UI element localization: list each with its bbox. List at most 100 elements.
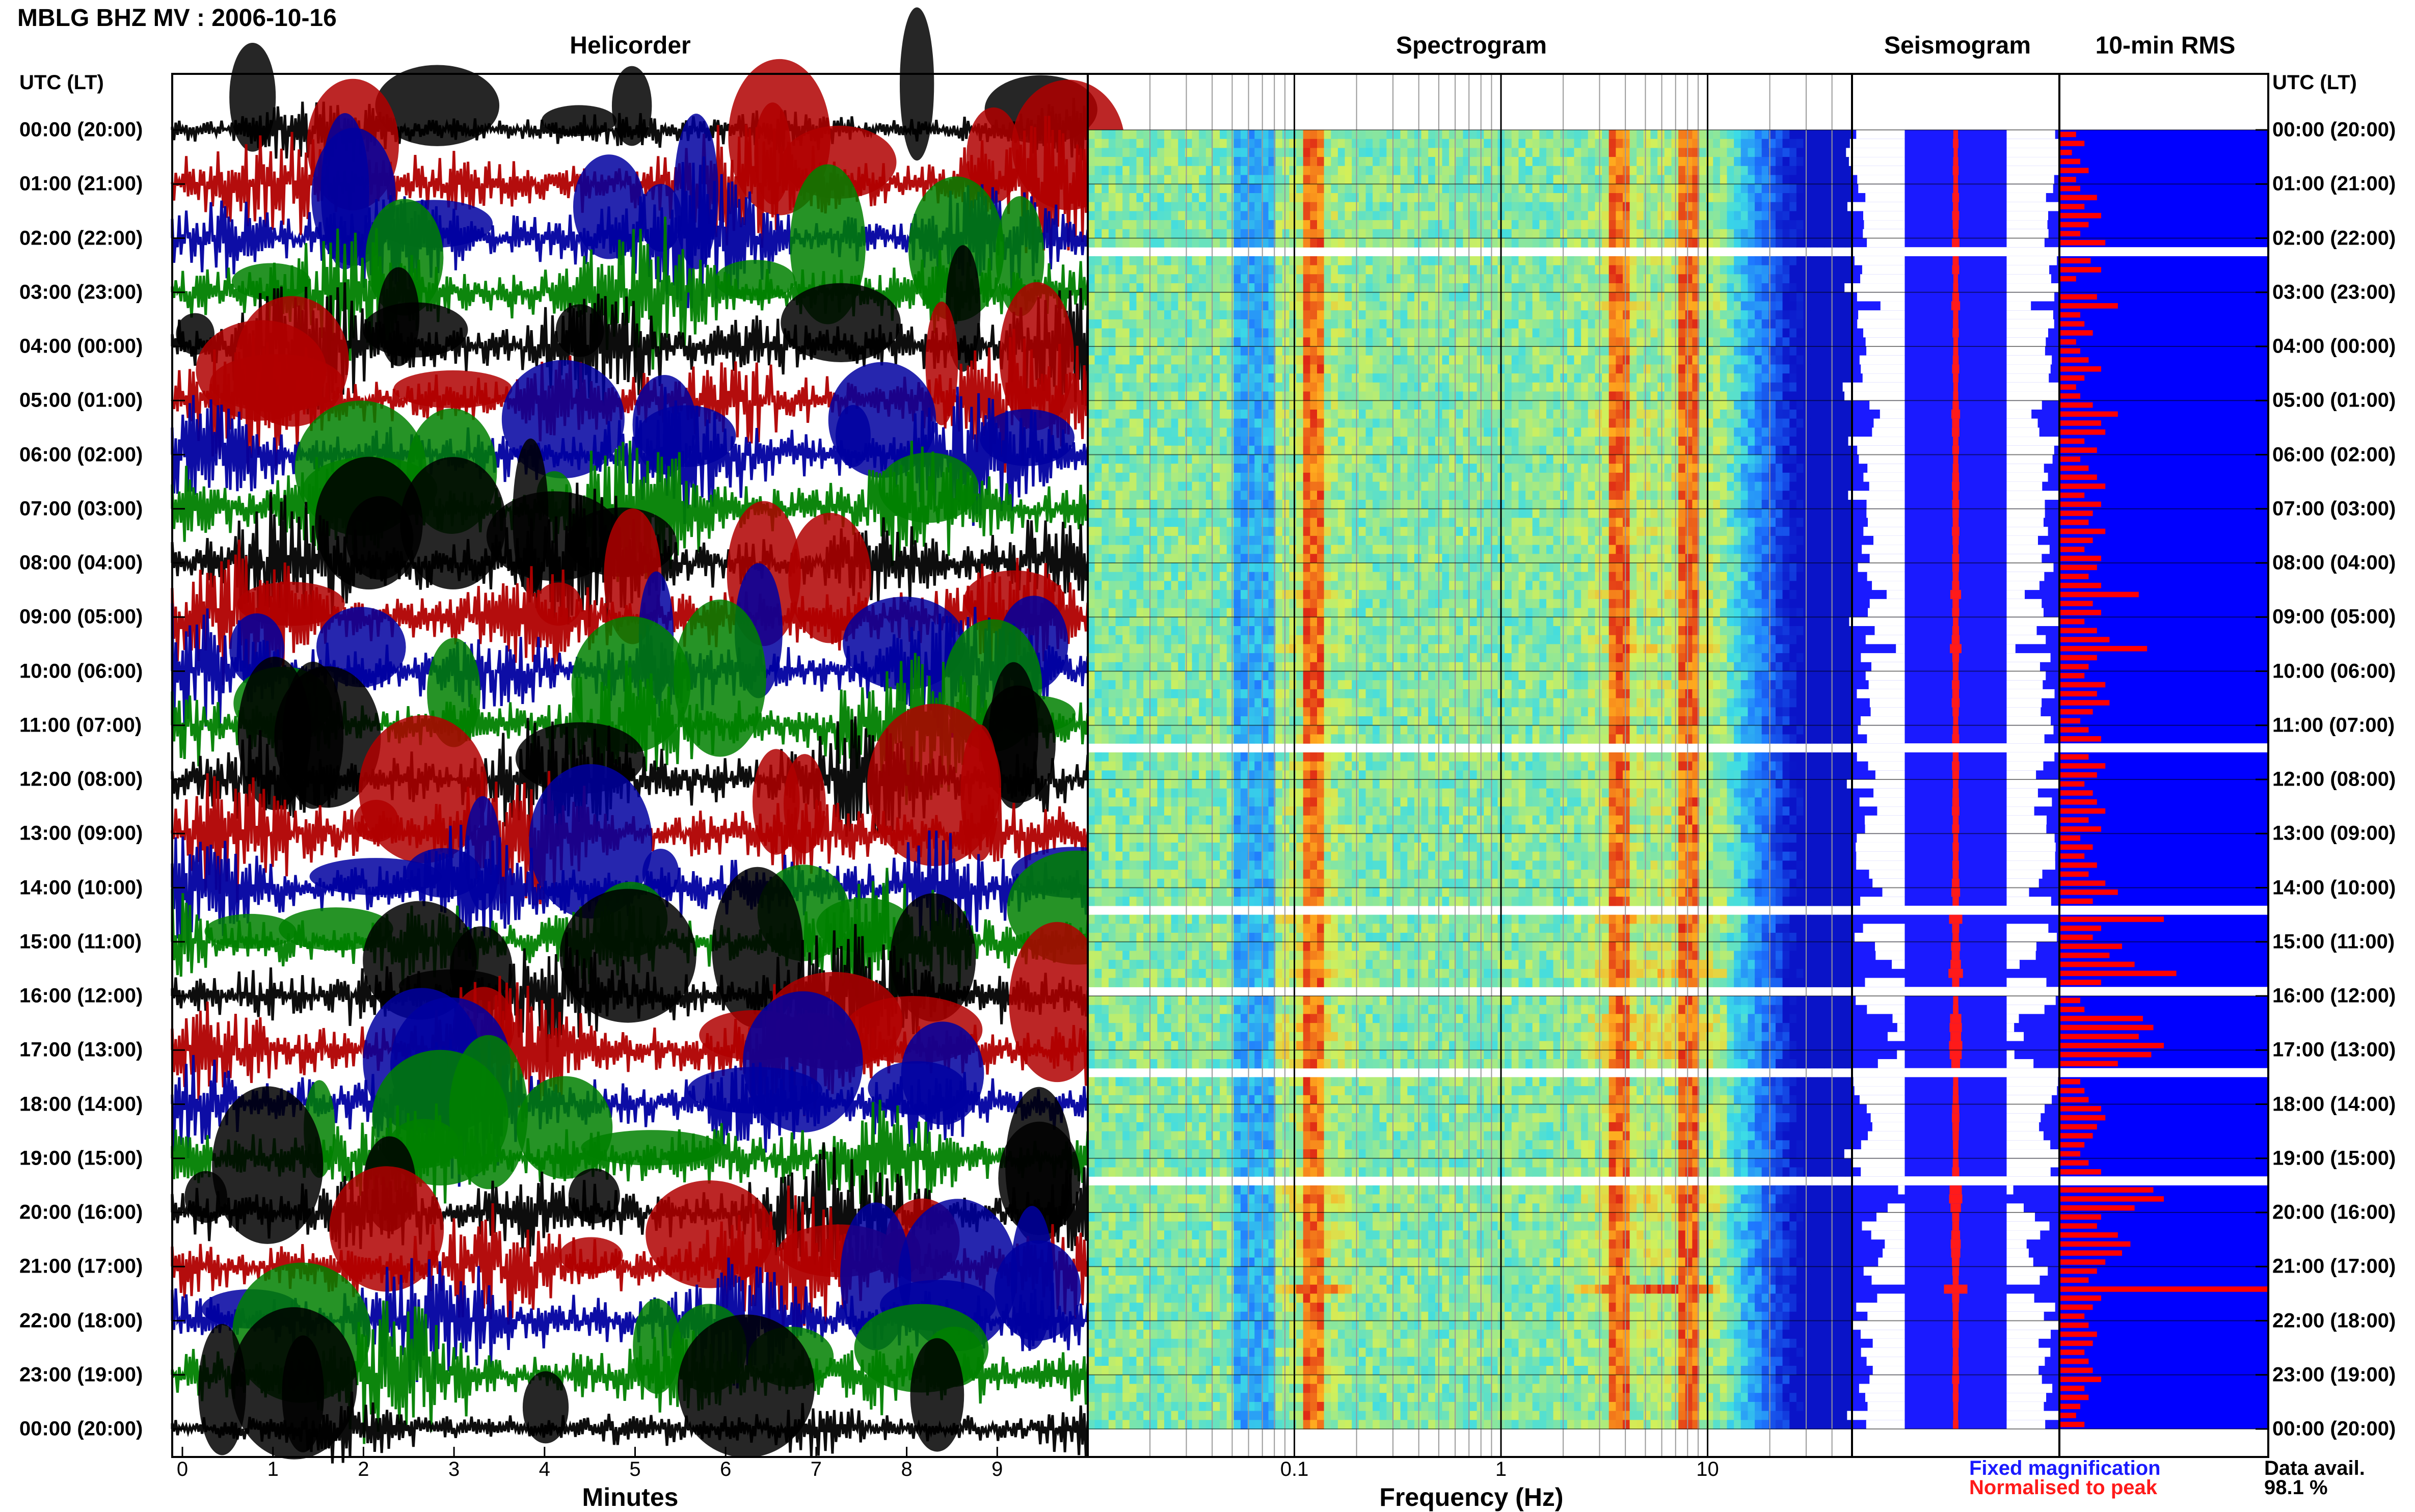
spectrogram-cell bbox=[1595, 383, 1602, 392]
spectrogram-cell bbox=[1789, 337, 1796, 346]
spectrogram-cell bbox=[1783, 437, 1790, 446]
spectrogram-cell bbox=[1324, 437, 1331, 446]
spectrogram-cell bbox=[1748, 446, 1755, 455]
spectrogram-cell bbox=[1421, 419, 1429, 428]
spectrogram-cell bbox=[1678, 437, 1685, 446]
spectrogram-cell bbox=[1171, 500, 1178, 509]
spectrogram-cell bbox=[1122, 202, 1130, 211]
spectrogram-cell bbox=[1713, 373, 1720, 383]
spectrogram-cell bbox=[1303, 292, 1310, 302]
spectrogram-cell bbox=[1157, 500, 1164, 509]
spectrogram-cell bbox=[1331, 265, 1338, 275]
spectrogram-cell bbox=[1171, 310, 1178, 319]
spectrogram-cell bbox=[1317, 509, 1324, 518]
spectrogram-cell bbox=[1741, 437, 1748, 446]
helicorder-burst bbox=[581, 1130, 721, 1165]
spectrogram-cell bbox=[1088, 392, 1095, 401]
spectrogram-cell bbox=[1762, 130, 1769, 139]
spectrogram-cell bbox=[1602, 139, 1609, 148]
spectrogram-cell bbox=[1442, 256, 1450, 265]
spectrogram-cell bbox=[1241, 364, 1248, 373]
spectrogram-cell bbox=[1421, 500, 1429, 509]
spectrogram-cell bbox=[1282, 175, 1290, 184]
spectrogram-cell bbox=[1783, 130, 1790, 139]
spectrogram-cell bbox=[1762, 283, 1769, 292]
spectrogram-cell bbox=[1109, 346, 1116, 356]
spectrogram-cell bbox=[1366, 446, 1373, 455]
spectrogram-cell bbox=[1192, 473, 1199, 482]
spectrogram-cell bbox=[1407, 166, 1414, 175]
spectrogram-cell bbox=[1623, 392, 1630, 401]
spectrogram-cell bbox=[1623, 364, 1630, 373]
spectrogram-cell bbox=[1720, 319, 1727, 329]
spectrogram-cell bbox=[1220, 283, 1227, 292]
spectrogram-cell bbox=[1122, 427, 1130, 437]
spectrogram-cell bbox=[1220, 337, 1227, 346]
spectrogram-cell bbox=[1254, 238, 1262, 248]
spectrogram-cell bbox=[1359, 329, 1366, 338]
spectrogram-cell bbox=[1171, 211, 1178, 220]
spectrogram-cell bbox=[1734, 383, 1741, 392]
spectrogram-cell bbox=[1233, 518, 1241, 527]
spectrogram-cell bbox=[1442, 283, 1450, 292]
spectrogram-cell bbox=[1290, 337, 1297, 346]
spectrogram-cell bbox=[1213, 211, 1220, 220]
spectrogram-cell bbox=[1171, 427, 1178, 437]
spectrogram-cell bbox=[1630, 310, 1637, 319]
spectrogram-cell bbox=[1636, 337, 1644, 346]
spectrogram-cell bbox=[1213, 373, 1220, 383]
spectrogram-cell bbox=[1512, 427, 1519, 437]
spectrogram-cell bbox=[1241, 500, 1248, 509]
spectrogram-cell bbox=[1630, 373, 1637, 383]
spectrogram-cell bbox=[1512, 283, 1519, 292]
spectrogram-cell bbox=[1338, 383, 1345, 392]
spectrogram-cell bbox=[1352, 383, 1359, 392]
spectrogram-cell bbox=[1303, 229, 1310, 238]
spectrogram-cell bbox=[1838, 356, 1845, 365]
spectrogram-cell bbox=[1616, 274, 1623, 283]
spectrogram-cell bbox=[1595, 202, 1602, 211]
spectrogram-cell bbox=[1525, 211, 1533, 220]
spectrogram-cell bbox=[1789, 302, 1796, 311]
spectrogram-cell bbox=[1213, 410, 1220, 419]
spectrogram-cell bbox=[1595, 500, 1602, 509]
spectrogram-cell bbox=[1192, 184, 1199, 193]
spectrogram-cell bbox=[1178, 310, 1185, 319]
spectrogram-cell bbox=[1317, 410, 1324, 419]
spectrogram-cell bbox=[1741, 500, 1748, 509]
spectrogram-cell bbox=[1178, 193, 1185, 202]
spectrogram-cell bbox=[1373, 400, 1380, 410]
spectrogram-cell bbox=[1393, 166, 1401, 175]
spectrogram-cell bbox=[1776, 446, 1783, 455]
spectrogram-cell bbox=[1817, 364, 1824, 373]
spectrogram-cell bbox=[1407, 319, 1414, 329]
spectrogram-cell bbox=[1616, 202, 1623, 211]
spectrogram-cell bbox=[1553, 455, 1561, 464]
spectrogram-cell bbox=[1512, 329, 1519, 338]
spectrogram-cell bbox=[1567, 473, 1574, 482]
spectrogram-cell bbox=[1116, 283, 1123, 292]
spectrogram-cell bbox=[1213, 329, 1220, 338]
spectrogram-cell bbox=[1254, 527, 1262, 536]
spectrogram-cell bbox=[1324, 419, 1331, 428]
spectrogram-cell bbox=[1699, 220, 1706, 229]
spectrogram-cell bbox=[1539, 518, 1546, 527]
spectrogram-cell bbox=[1574, 518, 1581, 527]
spectrogram-cell bbox=[1095, 292, 1102, 302]
spectrogram-cell bbox=[1352, 464, 1359, 473]
spectrogram-cell bbox=[1644, 319, 1651, 329]
spectrogram-cell bbox=[1533, 130, 1540, 139]
spectrogram-cell bbox=[1331, 184, 1338, 193]
spectrogram-cell bbox=[1838, 175, 1845, 184]
spectrogram-cell bbox=[1303, 265, 1310, 275]
spectrogram-cell bbox=[1546, 329, 1553, 338]
spectrogram-cell bbox=[1727, 238, 1734, 248]
spectrogram-cell bbox=[1199, 364, 1206, 373]
spectrogram-cell bbox=[1442, 229, 1450, 238]
spectrogram-cell bbox=[1817, 427, 1824, 437]
spectrogram-cell bbox=[1595, 392, 1602, 401]
spectrogram-cell bbox=[1393, 346, 1401, 356]
spectrogram-cell bbox=[1630, 419, 1637, 428]
spectrogram-cell bbox=[1470, 482, 1477, 491]
